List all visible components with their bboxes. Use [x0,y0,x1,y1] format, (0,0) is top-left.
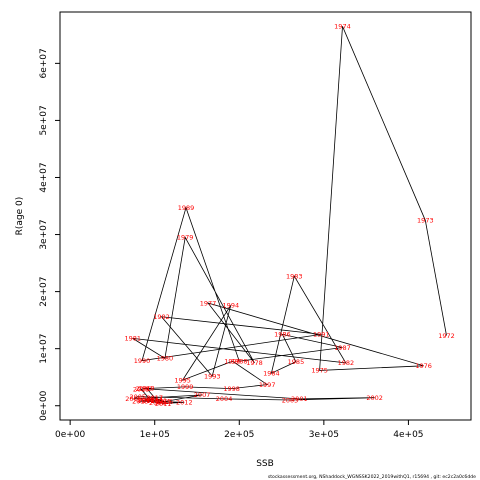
year-label: 1999 [177,383,194,391]
year-label: 2014 [146,395,163,403]
year-label: 2010 [138,397,155,405]
year-label: 1979 [177,234,194,242]
trajectory-line [132,26,447,404]
year-label: 2016 [157,398,174,406]
x-axis-title: SSB [256,459,274,469]
year-label: 1994 [223,302,240,310]
year-label: 2003 [282,396,299,404]
year-label: 2021 [151,397,168,405]
year-label: 1989 [178,204,195,212]
year-label: 1978 [246,359,263,367]
y-axis: 0e+00 1e+07 2e+07 3e+07 4e+07 5e+07 6e+07 [39,48,60,421]
y-axis-title: R(age 0) [15,197,25,236]
x-tick-label: 3e+05 [309,430,339,440]
year-label: 2011 [155,400,172,408]
year-label: 1987 [334,344,351,352]
year-label: 2013 [132,397,149,405]
year-label: 2002 [366,394,383,402]
year-label: 1974 [334,23,351,31]
x-tick-label: 0e+00 [55,430,86,440]
x-tick-label: 4e+05 [393,430,423,440]
year-labels: 1972 1973 1974 1975 1976 1977 1978 1979 1980 1981… [124,23,454,408]
year-label: 1993 [204,372,221,380]
year-label: 1997 [259,381,276,389]
year-label: 2004 [216,395,233,403]
year-label: 1977 [200,299,217,307]
year-label: 1976 [415,362,432,370]
year-label: 1992 [153,313,170,321]
y-tick-label: 6e+07 [39,48,49,78]
year-label: 2006 [125,395,142,403]
year-label: 2005 [130,393,147,401]
year-label: 2015 [155,397,172,405]
year-label: 1973 [417,217,434,225]
x-axis: 0e+00 1e+05 2e+05 3e+05 4e+05 [55,420,424,440]
year-label: 2009 [137,396,154,404]
year-label: 1985 [288,358,305,366]
year-label: 2017 [146,394,163,402]
year-label: 1975 [311,367,328,375]
year-label: 1972 [438,332,455,340]
year-label: 1996 [224,358,241,366]
year-label: 2008 [149,399,166,407]
year-label: 1986 [274,331,291,339]
year-label: 1991 [313,331,330,339]
year-label: 2018 [138,384,155,392]
y-tick-label: 1e+07 [39,334,49,364]
year-label: 2012 [176,399,193,407]
year-label: 1998 [223,385,240,393]
y-tick-label: 0e+00 [39,390,49,421]
year-label: 1982 [338,359,355,367]
year-label: 2020 [142,396,159,404]
year-label: 2001 [291,395,308,403]
x-tick-label: 2e+05 [224,430,254,440]
year-label: 1988 [231,358,248,366]
year-label: 1990 [134,357,151,365]
year-label: 1995 [174,376,191,384]
year-label: 1981 [124,335,141,343]
year-label: 2000 [135,385,152,393]
y-tick-label: 2e+07 [39,276,49,306]
plot-frame [59,11,472,421]
y-tick-label: 3e+07 [39,219,49,249]
year-label: 2007 [194,391,211,399]
x-tick-label: 1e+05 [140,430,170,440]
year-label: 2019 [133,385,150,393]
y-tick-label: 4e+07 [39,162,49,192]
year-label: 1984 [263,370,280,378]
footnote: stockassessment.org, NShaddock_WGNSSK202… [268,474,476,480]
ssb-recruitment-series [132,26,447,404]
y-tick-label: 5e+07 [39,105,49,135]
year-label: 1983 [286,273,303,281]
year-label: 1980 [157,355,174,363]
